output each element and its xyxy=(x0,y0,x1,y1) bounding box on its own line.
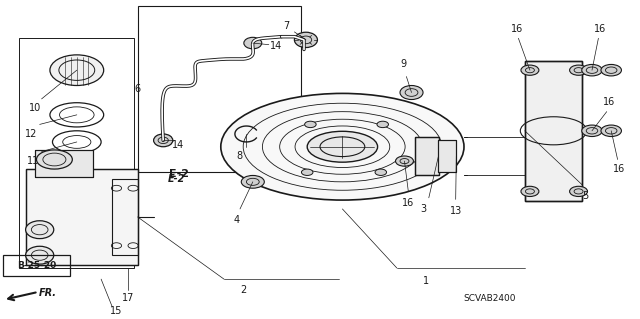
Ellipse shape xyxy=(521,65,539,75)
Text: 15: 15 xyxy=(110,306,123,316)
Ellipse shape xyxy=(601,64,621,76)
Ellipse shape xyxy=(50,55,104,85)
Ellipse shape xyxy=(396,156,413,166)
Ellipse shape xyxy=(301,169,313,175)
Text: 17: 17 xyxy=(122,293,134,303)
Ellipse shape xyxy=(521,186,539,197)
Ellipse shape xyxy=(377,121,388,128)
Text: 16: 16 xyxy=(593,24,606,34)
Text: 8: 8 xyxy=(236,151,243,161)
Ellipse shape xyxy=(400,85,423,100)
Bar xyxy=(438,140,456,172)
Text: 16: 16 xyxy=(511,24,524,34)
Ellipse shape xyxy=(221,93,464,200)
Text: 16: 16 xyxy=(613,164,626,174)
Ellipse shape xyxy=(570,186,588,197)
Bar xyxy=(438,140,456,172)
Text: 1: 1 xyxy=(422,276,429,286)
Text: 6: 6 xyxy=(134,84,141,94)
Text: 10: 10 xyxy=(29,103,42,114)
Text: 16: 16 xyxy=(603,97,616,107)
Ellipse shape xyxy=(241,175,264,188)
Text: E-2: E-2 xyxy=(167,174,185,184)
Ellipse shape xyxy=(307,131,378,162)
Bar xyxy=(35,150,93,177)
Bar xyxy=(525,61,582,201)
Bar xyxy=(415,137,439,175)
Ellipse shape xyxy=(294,32,317,48)
Text: 14: 14 xyxy=(172,140,184,150)
Bar xyxy=(525,61,582,201)
Text: 14: 14 xyxy=(270,41,283,51)
Text: E-2: E-2 xyxy=(169,169,189,179)
Bar xyxy=(415,137,439,175)
Ellipse shape xyxy=(375,169,387,175)
Ellipse shape xyxy=(154,134,173,147)
Bar xyxy=(35,150,93,177)
Ellipse shape xyxy=(582,64,602,76)
Ellipse shape xyxy=(570,65,588,75)
Bar xyxy=(19,38,134,268)
Text: 4: 4 xyxy=(234,215,240,225)
Ellipse shape xyxy=(305,121,316,128)
Bar xyxy=(112,179,138,255)
Bar xyxy=(138,6,301,172)
Text: 12: 12 xyxy=(24,129,37,139)
Text: 11: 11 xyxy=(27,156,40,166)
Text: 7: 7 xyxy=(283,20,289,31)
Ellipse shape xyxy=(601,125,621,137)
Bar xyxy=(3,255,70,276)
Bar xyxy=(26,169,138,265)
Text: 5: 5 xyxy=(582,191,589,201)
Text: 13: 13 xyxy=(449,205,462,216)
Text: SCVAB2400: SCVAB2400 xyxy=(463,294,516,303)
Text: B-25-20: B-25-20 xyxy=(17,261,56,270)
Ellipse shape xyxy=(36,150,72,169)
Text: 2: 2 xyxy=(240,285,246,295)
Ellipse shape xyxy=(582,125,602,137)
Text: FR.: FR. xyxy=(39,288,57,299)
Ellipse shape xyxy=(26,221,54,239)
Ellipse shape xyxy=(26,246,54,264)
Text: 3: 3 xyxy=(420,204,427,214)
Bar xyxy=(26,169,138,265)
Text: 9: 9 xyxy=(400,59,406,69)
Ellipse shape xyxy=(244,37,262,49)
Text: 16: 16 xyxy=(402,197,415,208)
